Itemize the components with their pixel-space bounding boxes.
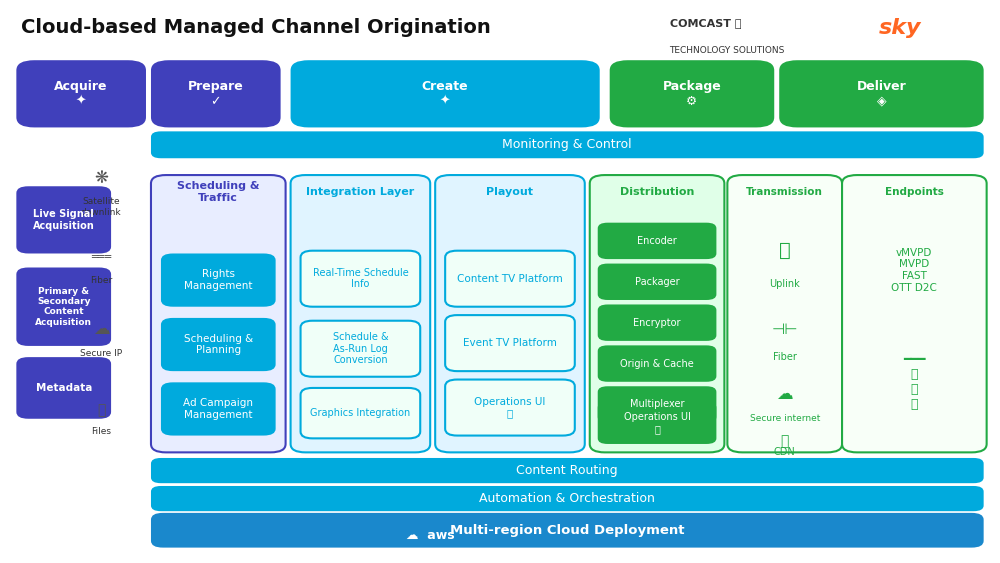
Text: sky: sky (879, 18, 921, 38)
FancyBboxPatch shape (727, 175, 842, 452)
FancyBboxPatch shape (301, 321, 420, 377)
Text: Transmission: Transmission (746, 187, 823, 197)
Text: Uplink: Uplink (769, 279, 800, 289)
FancyBboxPatch shape (842, 175, 987, 452)
Text: Endpoints: Endpoints (885, 187, 944, 197)
FancyBboxPatch shape (301, 388, 420, 439)
Text: Monitoring & Control: Monitoring & Control (503, 138, 632, 151)
Text: Real-Time Schedule
Info: Real-Time Schedule Info (313, 268, 408, 289)
Text: ☁: ☁ (776, 385, 793, 403)
Text: Metadata: Metadata (36, 383, 92, 393)
Text: Operations UI
👤: Operations UI 👤 (474, 397, 546, 418)
Text: 📡: 📡 (779, 241, 791, 260)
Text: Operations UI
👤: Operations UI 👤 (624, 412, 690, 434)
Text: CDN: CDN (774, 448, 796, 457)
FancyBboxPatch shape (598, 345, 716, 382)
Text: Automation & Orchestration: Automation & Orchestration (479, 492, 655, 505)
Text: Content Routing: Content Routing (516, 464, 618, 477)
FancyBboxPatch shape (161, 382, 276, 436)
Text: Origin & Cache: Origin & Cache (620, 359, 694, 369)
Text: Live Signal
Acquisition: Live Signal Acquisition (33, 209, 95, 231)
Text: Primary &
Secondary
Content
Acquisition: Primary & Secondary Content Acquisition (35, 287, 92, 327)
Text: ☁: ☁ (93, 320, 109, 338)
Text: ━━━
📺
📱
📻: ━━━ 📺 📱 📻 (903, 354, 926, 412)
FancyBboxPatch shape (151, 131, 984, 158)
Text: Schedule &
As-Run Log
Conversion: Schedule & As-Run Log Conversion (333, 332, 388, 365)
Text: ❋: ❋ (94, 169, 108, 187)
Text: Encryptor: Encryptor (633, 318, 681, 328)
Text: Content TV Platform: Content TV Platform (457, 274, 563, 284)
FancyBboxPatch shape (151, 458, 984, 483)
Text: Deliver
◈: Deliver ◈ (857, 80, 906, 108)
Text: Files: Files (91, 427, 111, 436)
FancyBboxPatch shape (16, 186, 111, 253)
Text: 📄: 📄 (97, 403, 105, 417)
Text: TECHNOLOGY SOLUTIONS: TECHNOLOGY SOLUTIONS (670, 46, 785, 55)
Text: Acquire
✦: Acquire ✦ (54, 80, 108, 108)
FancyBboxPatch shape (151, 513, 984, 548)
FancyBboxPatch shape (151, 486, 984, 511)
Text: Scheduling &
Planning: Scheduling & Planning (184, 334, 253, 355)
Text: Secure internet: Secure internet (750, 414, 820, 423)
FancyBboxPatch shape (445, 251, 575, 307)
Text: Integration Layer: Integration Layer (306, 187, 415, 197)
FancyBboxPatch shape (16, 60, 146, 127)
FancyBboxPatch shape (435, 175, 585, 452)
Text: ⊣⊢: ⊣⊢ (771, 321, 798, 337)
FancyBboxPatch shape (598, 305, 716, 341)
Text: Fiber: Fiber (90, 276, 112, 285)
Text: Graphics Integration: Graphics Integration (310, 408, 411, 418)
Text: Rights
Management: Rights Management (184, 269, 253, 291)
Text: Create
✦: Create ✦ (422, 80, 468, 108)
FancyBboxPatch shape (291, 60, 600, 127)
Text: Scheduling &
Traffic: Scheduling & Traffic (177, 181, 260, 203)
Text: Secure IP: Secure IP (80, 348, 122, 358)
Text: Distribution: Distribution (620, 187, 694, 197)
Text: Cloud-based Managed Channel Origination: Cloud-based Managed Channel Origination (21, 18, 491, 37)
FancyBboxPatch shape (161, 318, 276, 371)
FancyBboxPatch shape (445, 379, 575, 436)
FancyBboxPatch shape (610, 60, 774, 127)
FancyBboxPatch shape (151, 175, 286, 452)
FancyBboxPatch shape (151, 60, 281, 127)
FancyBboxPatch shape (598, 386, 716, 423)
Text: Encoder: Encoder (637, 236, 677, 246)
Text: Prepare
✓: Prepare ✓ (188, 80, 244, 108)
FancyBboxPatch shape (590, 175, 724, 452)
FancyBboxPatch shape (301, 251, 420, 307)
Text: Playout: Playout (486, 187, 533, 197)
FancyBboxPatch shape (161, 253, 276, 307)
Text: vMVPD
MVPD
FAST
OTT D2C: vMVPD MVPD FAST OTT D2C (891, 248, 937, 293)
FancyBboxPatch shape (291, 175, 430, 452)
FancyBboxPatch shape (598, 223, 716, 259)
Text: Package
⚙: Package ⚙ (663, 80, 721, 108)
Text: Satellite
downlink: Satellite downlink (81, 198, 121, 217)
FancyBboxPatch shape (16, 357, 111, 419)
Text: ═══: ═══ (91, 251, 111, 261)
FancyBboxPatch shape (445, 315, 575, 371)
Text: Packager: Packager (635, 277, 679, 287)
FancyBboxPatch shape (598, 402, 716, 444)
Text: Multiplexer: Multiplexer (630, 400, 684, 409)
FancyBboxPatch shape (779, 60, 984, 127)
Text: ☁  aws: ☁ aws (406, 529, 455, 542)
Text: Event TV Platform: Event TV Platform (463, 338, 557, 348)
FancyBboxPatch shape (16, 267, 111, 346)
FancyBboxPatch shape (598, 263, 716, 300)
Text: Fiber: Fiber (773, 352, 797, 362)
Text: Multi-region Cloud Deployment: Multi-region Cloud Deployment (450, 524, 685, 537)
Text: Ad Campaign
Management: Ad Campaign Management (183, 398, 253, 420)
Text: COMCAST 🦚: COMCAST 🦚 (670, 18, 741, 28)
Text: 🗄: 🗄 (781, 434, 789, 448)
